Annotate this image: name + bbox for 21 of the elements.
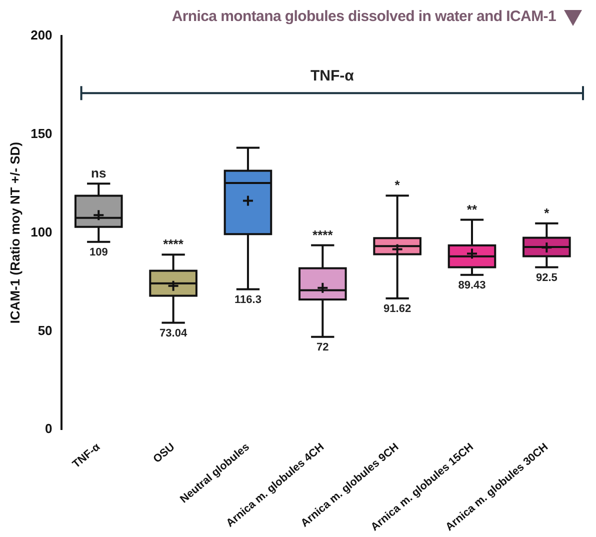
y-tick-label: 100 bbox=[30, 224, 52, 240]
text: 116.3 bbox=[234, 294, 262, 306]
chart-title: Arnica montana globules dissolved in water and ICAM-1 bbox=[172, 8, 556, 25]
text: 91.62 bbox=[384, 302, 412, 315]
text: 109 bbox=[89, 246, 108, 258]
annotation: **** bbox=[163, 236, 184, 252]
annotation: ns bbox=[91, 166, 106, 181]
y-axis-title: ICAM-1 (Ratio moy NT +/- SD) bbox=[7, 142, 22, 324]
annotation: ** bbox=[466, 202, 478, 217]
y-tick-label: 0 bbox=[45, 421, 52, 436]
y-tick-label: 200 bbox=[30, 28, 52, 43]
y-tick-label: 50 bbox=[38, 322, 52, 338]
ref-line-label: TNF-α bbox=[310, 68, 355, 85]
text: 89.43 bbox=[458, 279, 486, 292]
text: 72 bbox=[316, 341, 329, 354]
text: 92.5 bbox=[536, 272, 558, 284]
y-tick-label: 150 bbox=[30, 126, 52, 141]
annotation: * bbox=[544, 205, 550, 220]
annotation: * bbox=[394, 178, 401, 193]
annotation: **** bbox=[312, 227, 334, 242]
text: 73.04 bbox=[160, 327, 188, 340]
